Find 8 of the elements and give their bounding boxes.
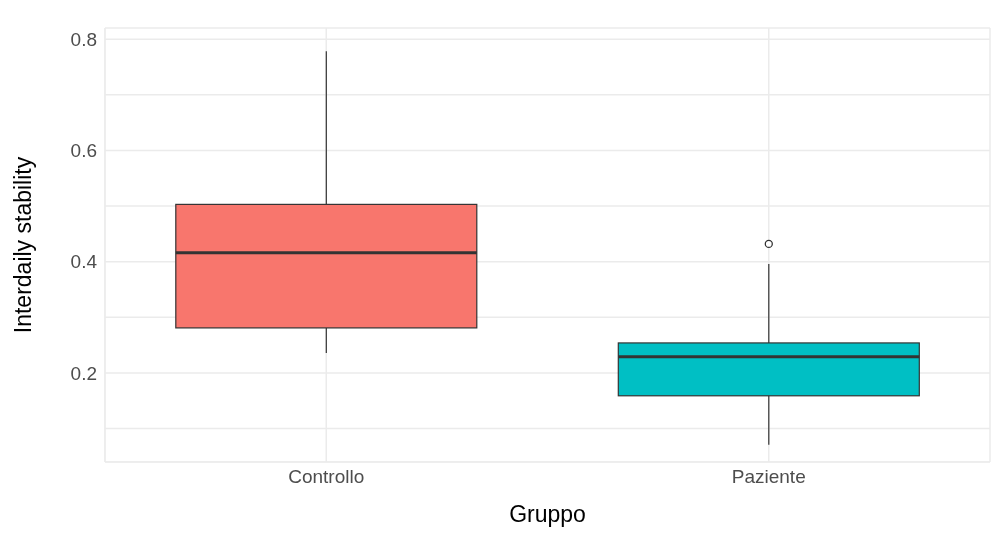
y-tick-label: 0.8 xyxy=(70,28,97,50)
y-tick-label: 0.6 xyxy=(70,140,97,162)
x-tick-label: Paziente xyxy=(731,466,806,488)
x-axis-title: Gruppo xyxy=(509,501,586,527)
x-tick-label: Controllo xyxy=(288,466,365,488)
y-axis-title: Interdaily stability xyxy=(10,156,37,334)
y-tick-label: 0.4 xyxy=(70,251,98,273)
y-tick-label: 0.2 xyxy=(70,362,97,384)
